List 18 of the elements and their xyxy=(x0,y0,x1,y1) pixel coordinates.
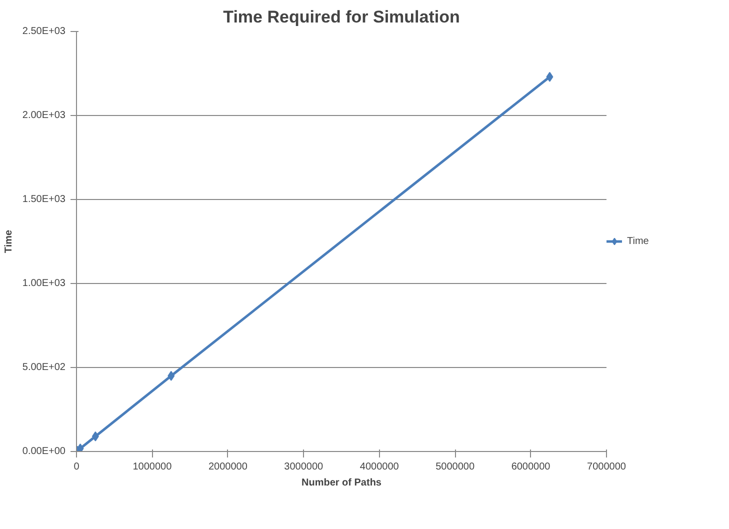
y-tick-label: 2.00E+03 xyxy=(22,110,66,121)
y-tick-label: 2.50E+03 xyxy=(22,26,66,37)
y-tick-label: 5.00E+02 xyxy=(22,362,66,373)
x-tick-label: 3000000 xyxy=(284,462,324,472)
x-tick-label: 1000000 xyxy=(132,462,172,472)
chart-title: Time Required for Simulation xyxy=(223,8,460,26)
legend-label: Time xyxy=(627,236,649,246)
y-tick-label: 1.00E+03 xyxy=(22,278,66,289)
x-axis-title: Number of Paths xyxy=(301,478,382,488)
x-tick-label: 5000000 xyxy=(436,462,475,472)
y-tick-label: 0.00E+00 xyxy=(22,446,66,457)
y-axis-title: Time xyxy=(3,229,14,254)
x-tick-label: 4000000 xyxy=(360,462,400,472)
x-tick-label: 7000000 xyxy=(587,462,626,472)
y-tick-label: 1.50E+03 xyxy=(22,194,66,205)
x-tick-label: 6000000 xyxy=(511,462,551,472)
x-tick-label: 2000000 xyxy=(208,462,248,472)
x-tick-label: 0 xyxy=(74,462,80,472)
